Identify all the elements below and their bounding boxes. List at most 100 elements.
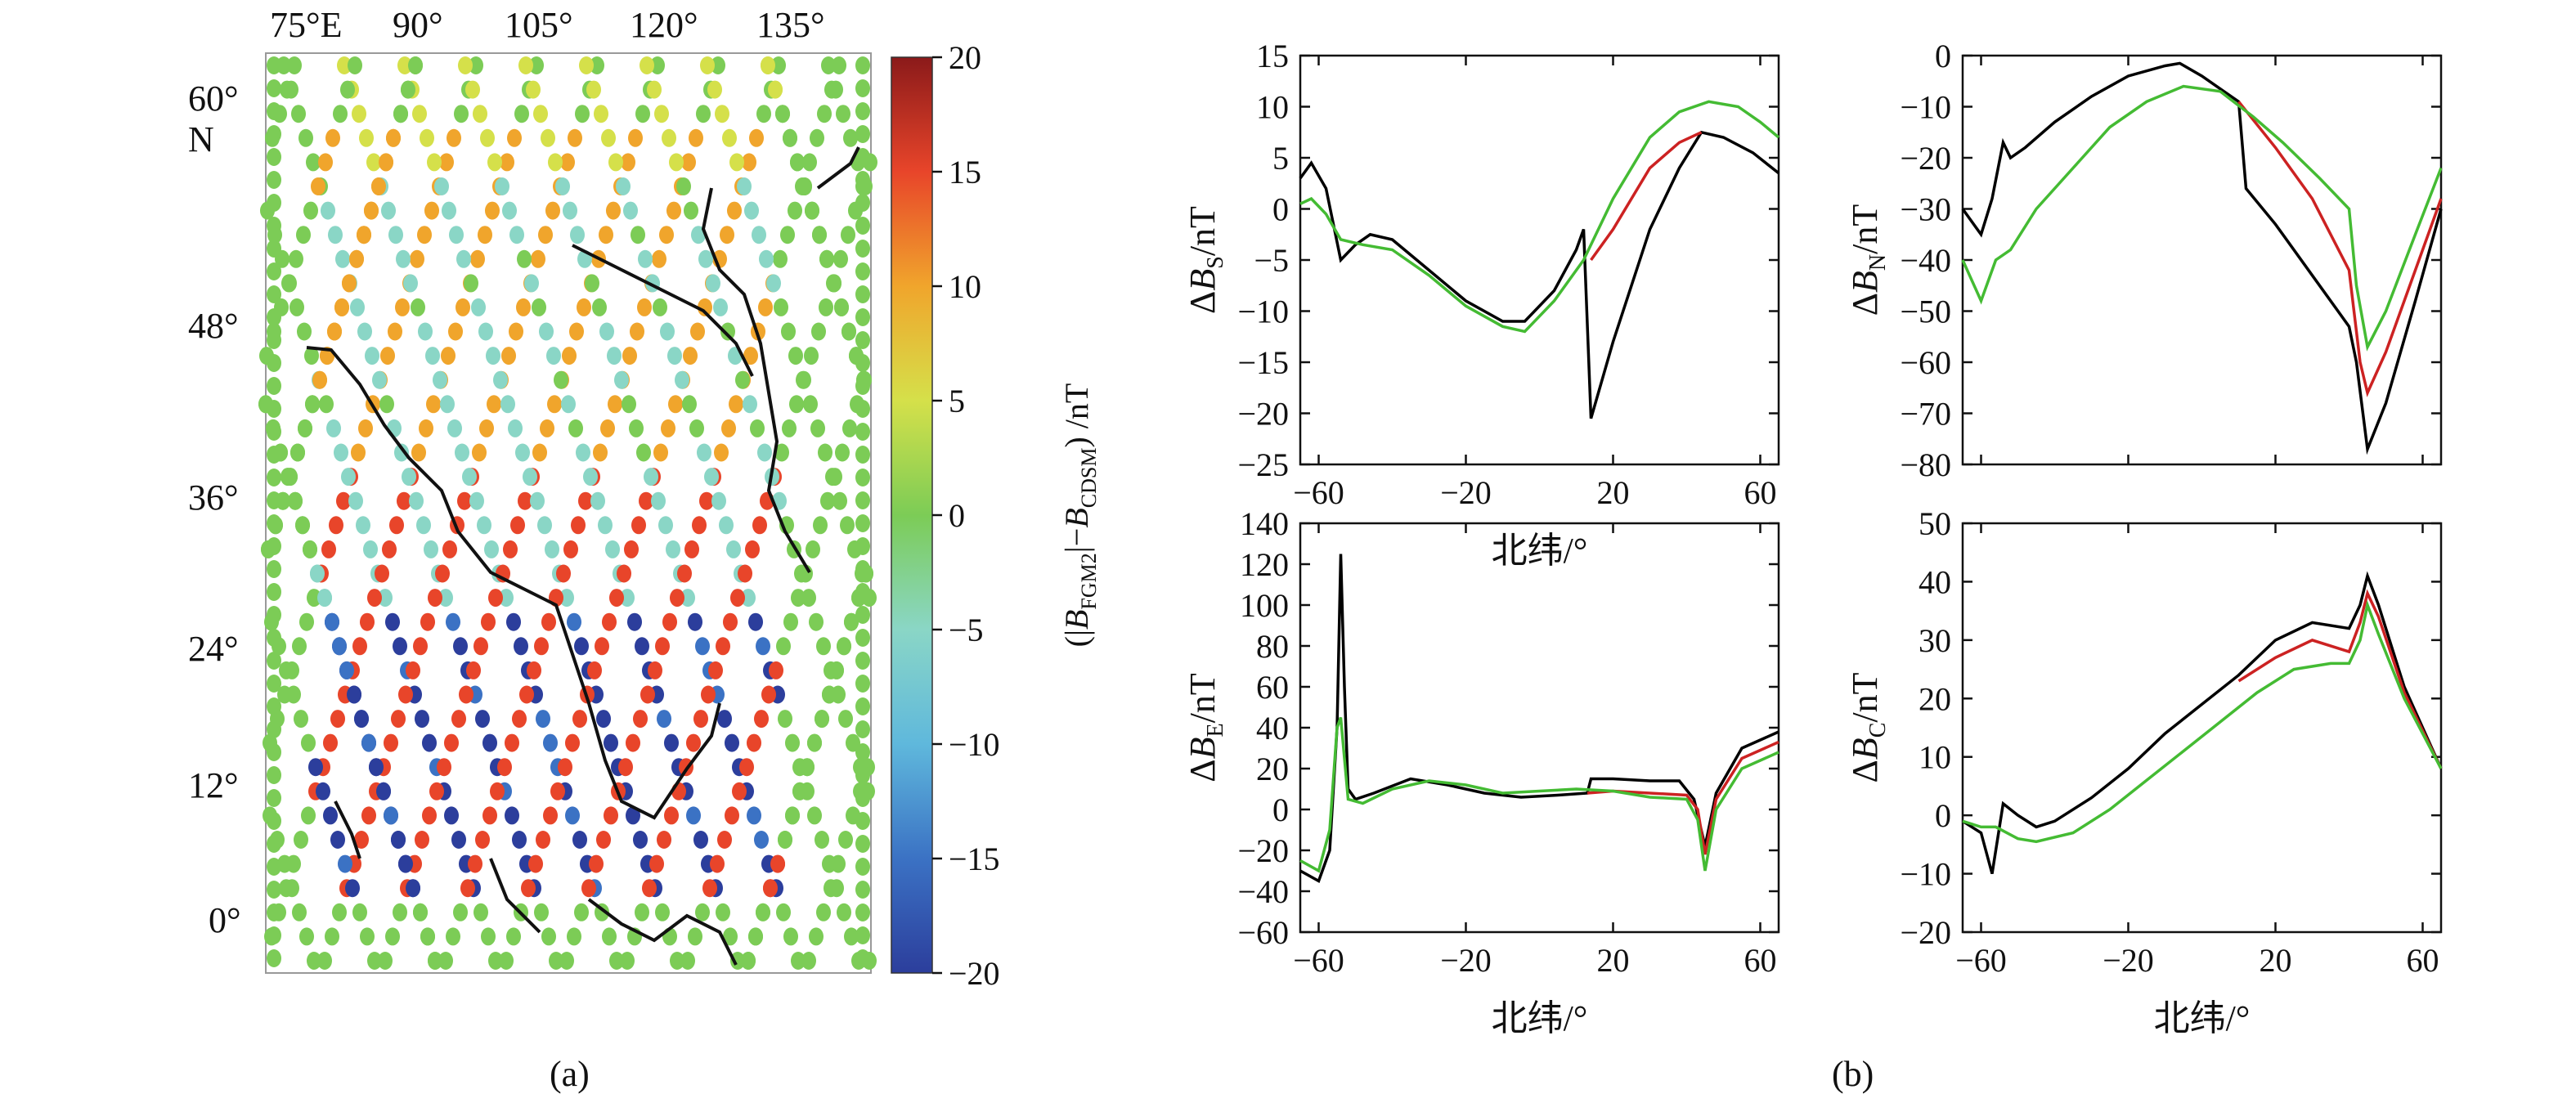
y-tick-label: 10	[1256, 89, 1289, 126]
track-dot	[657, 831, 671, 849]
track-dot	[433, 370, 447, 389]
track-dot	[323, 733, 338, 752]
track-dot	[541, 612, 556, 631]
track-dot	[464, 274, 478, 293]
colorbar-tick-label: 5	[949, 383, 965, 419]
track-dot	[614, 370, 629, 389]
track-dot	[640, 56, 654, 74]
track-dot	[298, 128, 313, 147]
track-dot	[757, 443, 772, 462]
y-tick-label: 100	[1240, 587, 1289, 624]
track-dot	[280, 80, 294, 99]
track-dot	[481, 927, 496, 946]
track-dot	[398, 685, 413, 704]
track-dot	[699, 491, 714, 510]
track-dot	[267, 675, 281, 693]
map-panel: 75°E 90° 105° 120° 135° 60° N 48° 36° 24…	[188, 5, 877, 1094]
track-dot	[495, 177, 509, 195]
track-dot	[855, 56, 870, 74]
track-dot	[819, 298, 833, 316]
track-dot	[692, 516, 707, 535]
track-dot	[838, 710, 853, 729]
track-dot	[635, 903, 649, 921]
track-dot	[604, 733, 618, 752]
track-dot	[279, 661, 294, 679]
track-dot	[855, 720, 870, 738]
track-dot	[317, 589, 332, 608]
track-dot	[347, 685, 361, 704]
track-dot	[730, 952, 745, 970]
track-dot	[644, 468, 658, 486]
track-dot	[855, 377, 870, 395]
track-dot	[829, 661, 844, 679]
track-dot	[449, 226, 464, 244]
track-dot	[769, 661, 783, 679]
track-dot	[835, 443, 850, 462]
track-dot	[376, 782, 391, 800]
track-dot	[664, 733, 679, 752]
track-dot	[688, 927, 702, 946]
track-dot	[599, 226, 613, 244]
track-dot	[393, 637, 407, 656]
track-dot	[325, 612, 339, 631]
track-dot	[855, 469, 870, 486]
track-dot	[295, 516, 310, 535]
track-dot	[593, 443, 608, 462]
track-dot	[267, 194, 281, 212]
track-dot	[518, 491, 532, 510]
track-dot	[514, 637, 528, 656]
track-dot	[538, 226, 553, 244]
track-dot	[567, 612, 581, 631]
track-dot	[725, 733, 739, 752]
track-dot	[446, 612, 460, 631]
track-dot	[797, 177, 812, 195]
track-dot	[791, 589, 806, 608]
track-dot	[427, 153, 442, 172]
track-dot	[748, 612, 763, 631]
track-dot	[581, 879, 596, 898]
track-dot	[569, 322, 584, 341]
track-dot	[661, 419, 675, 437]
track-dot	[365, 347, 379, 365]
x-tick-label: −60	[1955, 942, 2007, 979]
lat-tick-36: 36°	[188, 478, 239, 518]
track-dot	[832, 56, 846, 74]
track-dot	[419, 419, 433, 437]
series-line-3	[1299, 100, 1780, 334]
track-dot	[372, 370, 387, 389]
coastline-path	[816, 146, 860, 190]
y-tick-label: −80	[1900, 446, 1951, 483]
track-dot	[630, 322, 644, 341]
track-dot	[267, 812, 281, 830]
track-dot	[778, 710, 792, 729]
track-dot	[267, 537, 281, 555]
track-dot	[817, 105, 832, 123]
track-dot	[473, 903, 488, 921]
track-dot	[666, 540, 680, 558]
track-dot	[803, 395, 818, 414]
y-tick-label: 10	[1919, 739, 1951, 776]
track-dot	[438, 589, 453, 608]
track-dot	[590, 56, 604, 74]
track-dot	[361, 806, 376, 825]
track-dot	[788, 347, 803, 365]
track-dot	[855, 881, 870, 899]
track-dot	[359, 128, 374, 147]
track-dot	[307, 952, 321, 970]
track-dot	[754, 831, 769, 849]
track-dot	[855, 491, 870, 509]
track-dot	[837, 637, 851, 656]
track-dot	[855, 697, 870, 715]
track-dot	[608, 395, 622, 414]
track-dot	[639, 491, 653, 510]
track-dot	[397, 491, 411, 510]
track-dot	[647, 80, 662, 99]
series-line-2	[2237, 101, 2443, 397]
track-dot	[574, 903, 589, 921]
plot-frame	[1299, 522, 1780, 934]
track-dot	[855, 812, 870, 830]
plot-frame	[1961, 522, 2443, 934]
track-dot	[791, 952, 806, 970]
track-dot	[342, 274, 357, 293]
track-dot	[532, 298, 546, 316]
